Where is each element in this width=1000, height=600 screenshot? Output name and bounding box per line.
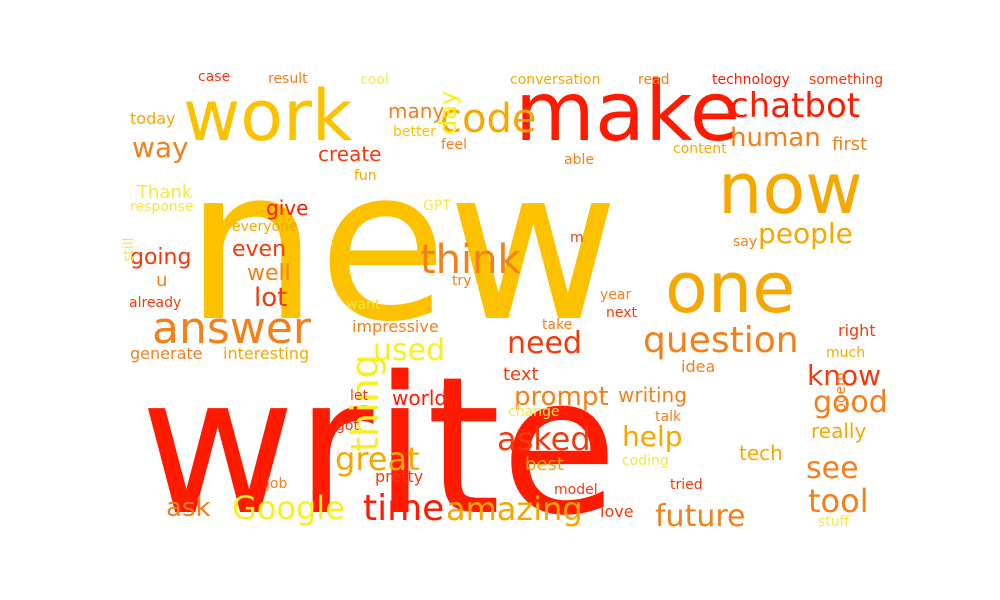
word-generate: generate	[130, 344, 202, 363]
word-give: give	[266, 196, 308, 220]
word-love: love	[600, 502, 634, 521]
word-model: model	[554, 482, 598, 498]
word-year: year	[600, 287, 631, 303]
word-code: code	[440, 96, 536, 142]
word-coding: coding	[622, 453, 669, 469]
word-answer: answer	[152, 303, 312, 354]
word-content: content	[673, 141, 727, 157]
word-already: already	[129, 295, 181, 311]
word-google: Google	[232, 489, 345, 527]
word-world: world	[392, 386, 447, 410]
word-idea: idea	[681, 357, 715, 376]
word-impressive: impressive	[352, 317, 439, 336]
word-tried: tried	[670, 477, 703, 493]
word-going: going	[130, 245, 191, 270]
word-poem: poem	[833, 372, 849, 412]
word-gpt: GPT	[423, 198, 451, 214]
word-u: u	[156, 270, 167, 291]
word-know: know	[807, 359, 881, 392]
word-lot: lot	[254, 283, 287, 313]
word-something: something	[809, 72, 883, 88]
word-prompt: prompt	[514, 382, 609, 412]
word-now: now	[718, 148, 862, 230]
word-response: response	[130, 199, 194, 215]
word-work: work	[183, 75, 353, 157]
word-say: say	[733, 234, 757, 250]
word-next: next	[606, 305, 638, 321]
word-let: let	[350, 388, 369, 404]
word-way: way	[132, 131, 189, 164]
word-think: think	[420, 237, 522, 283]
word-first: first	[832, 134, 867, 155]
word-result: result	[268, 71, 308, 87]
word-tech: tech	[739, 441, 783, 465]
word-people: people	[758, 217, 853, 250]
word-take: take	[542, 317, 572, 333]
word-create: create	[318, 142, 382, 166]
word-day: day	[434, 91, 462, 135]
word-great: great	[335, 440, 420, 478]
word-got: got	[336, 418, 359, 434]
word-much: much	[826, 345, 865, 361]
word-interesting: interesting	[223, 344, 309, 363]
word-human: human	[730, 123, 821, 153]
word-time: time	[363, 488, 444, 529]
word-asked: asked	[497, 420, 591, 458]
word-many: many	[388, 99, 444, 123]
word-writing: writing	[618, 383, 687, 407]
word-m: m	[570, 230, 584, 246]
word-future: future	[655, 499, 745, 534]
word-try: try	[452, 273, 472, 289]
word-cool: cool	[360, 72, 389, 88]
word-better: better	[393, 124, 436, 140]
word-write: write	[140, 336, 618, 557]
word-tool: tool	[808, 482, 869, 520]
word-everyone: everyone	[232, 219, 298, 235]
word-new: new	[185, 123, 619, 368]
word-used: used	[373, 333, 445, 368]
word-even: even	[232, 237, 286, 262]
word-need: need	[507, 326, 582, 361]
word-feel: feel	[441, 137, 467, 153]
word-read: read	[638, 72, 670, 88]
word-job: job	[265, 476, 287, 492]
word-right: right	[838, 321, 876, 340]
word-chatbot: chatbot	[730, 86, 860, 126]
word-best: best	[525, 454, 564, 475]
word-help: help	[622, 420, 683, 453]
word-change: change	[508, 404, 560, 420]
word-really: really	[811, 419, 866, 443]
word-want: want	[346, 297, 381, 313]
word-stuff: stuff	[818, 514, 850, 530]
word-text: text	[503, 364, 539, 385]
word-one: one	[665, 247, 795, 329]
word-technology: technology	[712, 72, 790, 88]
word-good: good	[813, 385, 888, 420]
word-still: still	[121, 238, 137, 262]
word-pretty: pretty	[375, 467, 423, 486]
word-talk: talk	[655, 409, 682, 425]
word-thing: thing	[343, 354, 387, 452]
word-see: see	[806, 451, 859, 486]
word-case: case	[198, 69, 230, 85]
word-ask: ask	[166, 493, 211, 523]
word-conversation: conversation	[510, 72, 600, 88]
word-able: able	[564, 152, 594, 168]
word-make: make	[515, 65, 740, 160]
word-fun: fun	[354, 168, 377, 184]
word-amazing: amazing	[446, 490, 583, 528]
word-question: question	[643, 320, 799, 361]
word-well: well	[247, 261, 291, 286]
word-today: today	[130, 109, 176, 128]
word-thank: Thank	[136, 182, 193, 203]
